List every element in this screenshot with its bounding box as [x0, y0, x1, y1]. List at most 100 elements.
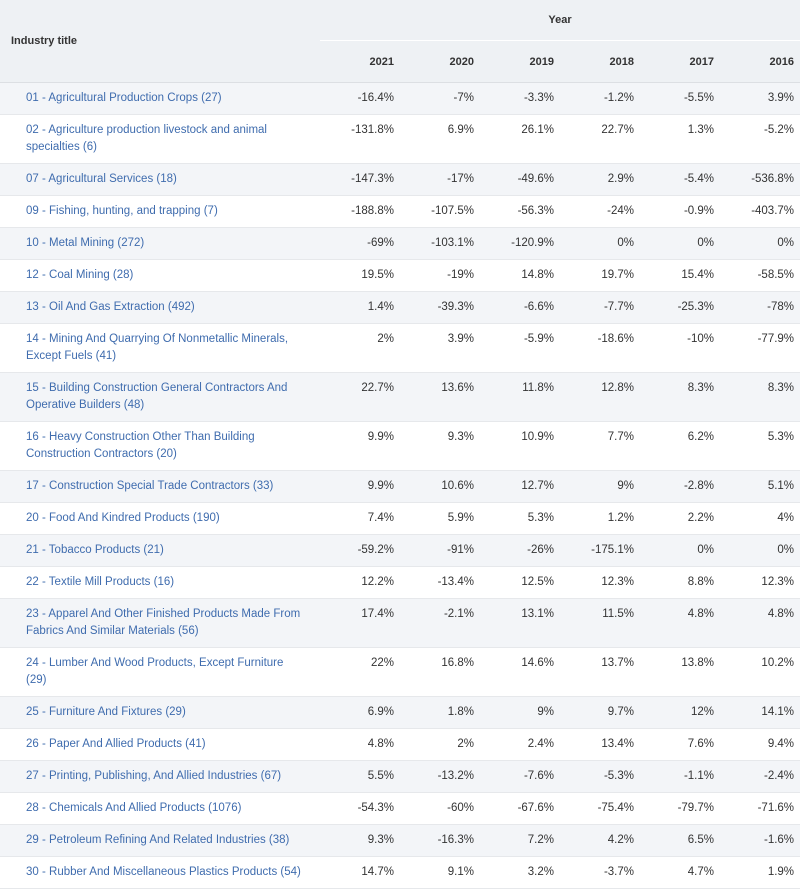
industry-link[interactable]: 01 - Agricultural Production Crops (27) — [26, 92, 222, 104]
industry-link[interactable]: 27 - Printing, Publishing, And Allied In… — [26, 770, 282, 782]
value-cell-2016: 4% — [720, 502, 800, 535]
value-cell-2021: 5.5% — [320, 760, 400, 793]
value-cell-2018: 11.5% — [560, 598, 640, 648]
value-cell-2020: 5.9% — [400, 502, 480, 535]
industry-link[interactable]: 12 - Coal Mining (28) — [26, 269, 134, 281]
value-cell-2018: -1.2% — [560, 82, 640, 115]
industry-cell: 01 - Agricultural Production Crops (27) — [0, 82, 320, 115]
industry-link[interactable]: 14 - Mining And Quarrying Of Nonmetallic… — [26, 333, 289, 362]
value-cell-2016: -77.9% — [720, 323, 800, 373]
value-cell-2019: 11.8% — [480, 372, 560, 422]
industry-cell: 17 - Construction Special Trade Contract… — [0, 470, 320, 503]
value-cell-2017: 8.8% — [640, 566, 720, 599]
value-cell-2021: -59.2% — [320, 534, 400, 567]
value-cell-2016: 12.3% — [720, 566, 800, 599]
year-header-2018[interactable]: 2018 — [560, 40, 640, 83]
industry-link[interactable]: 02 - Agriculture production livestock an… — [26, 124, 267, 153]
industry-link[interactable]: 29 - Petroleum Refining And Related Indu… — [26, 834, 290, 846]
industry-cell: 24 - Lumber And Wood Products, Except Fu… — [0, 647, 320, 697]
industry-title-header[interactable]: Industry title — [0, 0, 320, 83]
industry-link[interactable]: 16 - Heavy Construction Other Than Build… — [26, 431, 255, 460]
industry-link[interactable]: 10 - Metal Mining (272) — [26, 237, 145, 249]
value-cell-2019: 26.1% — [480, 114, 560, 164]
industry-link[interactable]: 28 - Chemicals And Allied Products (1076… — [26, 802, 242, 814]
value-cell-2017: -0.9% — [640, 195, 720, 228]
value-cell-2021: 22.7% — [320, 372, 400, 422]
value-cell-2021: 14.7% — [320, 856, 400, 889]
industry-link[interactable]: 17 - Construction Special Trade Contract… — [26, 480, 274, 492]
value-cell-2017: -5.5% — [640, 82, 720, 115]
value-cell-2018: 13.7% — [560, 647, 640, 697]
value-cell-2021: 6.9% — [320, 696, 400, 729]
value-cell-2020: 16.8% — [400, 647, 480, 697]
value-cell-2019: -26% — [480, 534, 560, 567]
value-cell-2021: 1.4% — [320, 291, 400, 324]
year-header-2019[interactable]: 2019 — [480, 40, 560, 83]
value-cell-2021: 19.5% — [320, 259, 400, 292]
value-cell-2019: 7.2% — [480, 824, 560, 857]
value-cell-2018: 2.9% — [560, 163, 640, 196]
industry-link[interactable]: 30 - Rubber And Miscellaneous Plastics P… — [26, 866, 301, 878]
value-cell-2019: -49.6% — [480, 163, 560, 196]
value-cell-2020: -39.3% — [400, 291, 480, 324]
industry-link[interactable]: 26 - Paper And Allied Products (41) — [26, 738, 206, 750]
value-cell-2020: -60% — [400, 792, 480, 825]
value-cell-2019: 13.1% — [480, 598, 560, 648]
table-row: 14 - Mining And Quarrying Of Nonmetallic… — [0, 323, 800, 373]
industry-link[interactable]: 23 - Apparel And Other Finished Products… — [26, 608, 301, 637]
value-cell-2017: 6.2% — [640, 421, 720, 471]
industry-link[interactable]: 25 - Furniture And Fixtures (29) — [26, 706, 186, 718]
value-cell-2017: -10% — [640, 323, 720, 373]
table-row: 23 - Apparel And Other Finished Products… — [0, 598, 800, 648]
industry-link[interactable]: 15 - Building Construction General Contr… — [26, 382, 288, 411]
table-row: 28 - Chemicals And Allied Products (1076… — [0, 792, 800, 825]
year-header-row: 2021 2020 2019 2018 2017 2016 — [0, 40, 800, 83]
value-cell-2016: 5.3% — [720, 421, 800, 471]
value-cell-2018: -175.1% — [560, 534, 640, 567]
year-header-2016[interactable]: 2016 — [720, 40, 800, 83]
industry-cell: 26 - Paper And Allied Products (41) — [0, 728, 320, 761]
value-cell-2018: 0% — [560, 227, 640, 260]
value-cell-2021: 4.8% — [320, 728, 400, 761]
industry-link[interactable]: 24 - Lumber And Wood Products, Except Fu… — [26, 657, 284, 686]
value-cell-2018: 12.3% — [560, 566, 640, 599]
value-cell-2020: -103.1% — [400, 227, 480, 260]
value-cell-2017: -79.7% — [640, 792, 720, 825]
value-cell-2019: -120.9% — [480, 227, 560, 260]
value-cell-2017: 15.4% — [640, 259, 720, 292]
value-cell-2019: -56.3% — [480, 195, 560, 228]
table-row: 15 - Building Construction General Contr… — [0, 372, 800, 422]
value-cell-2019: -5.9% — [480, 323, 560, 373]
table-row: 09 - Fishing, hunting, and trapping (7) -… — [0, 195, 800, 228]
year-header-2020[interactable]: 2020 — [400, 40, 480, 83]
industry-cell: 07 - Agricultural Services (18) — [0, 163, 320, 196]
value-cell-2019: -67.6% — [480, 792, 560, 825]
value-cell-2020: 1.8% — [400, 696, 480, 729]
table-row: 20 - Food And Kindred Products (190) 7.4%… — [0, 502, 800, 535]
value-cell-2021: -54.3% — [320, 792, 400, 825]
year-header-2021[interactable]: 2021 — [320, 40, 400, 83]
value-cell-2017: 13.8% — [640, 647, 720, 697]
year-header-2017[interactable]: 2017 — [640, 40, 720, 83]
table-row: 25 - Furniture And Fixtures (29) 6.9% 1.8%… — [0, 696, 800, 729]
value-cell-2020: -13.4% — [400, 566, 480, 599]
value-cell-2017: 12% — [640, 696, 720, 729]
value-cell-2016: 14.1% — [720, 696, 800, 729]
value-cell-2020: 9.3% — [400, 421, 480, 471]
industry-link[interactable]: 21 - Tobacco Products (21) — [26, 544, 164, 556]
table-row: 29 - Petroleum Refining And Related Indu… — [0, 824, 800, 857]
value-cell-2019: 10.9% — [480, 421, 560, 471]
industry-cell: 02 - Agriculture production livestock an… — [0, 114, 320, 164]
table-row: 16 - Heavy Construction Other Than Build… — [0, 421, 800, 471]
value-cell-2016: -71.6% — [720, 792, 800, 825]
industry-link[interactable]: 20 - Food And Kindred Products (190) — [26, 512, 220, 524]
value-cell-2020: -107.5% — [400, 195, 480, 228]
table-header: Industry title Year 2021 2020 2019 2018 2017… — [0, 0, 800, 83]
industry-cell: 28 - Chemicals And Allied Products (1076… — [0, 792, 320, 825]
value-cell-2016: 9.4% — [720, 728, 800, 761]
industry-link[interactable]: 22 - Textile Mill Products (16) — [26, 576, 175, 588]
industry-link[interactable]: 13 - Oil And Gas Extraction (492) — [26, 301, 195, 313]
value-cell-2016: 0% — [720, 227, 800, 260]
industry-link[interactable]: 07 - Agricultural Services (18) — [26, 173, 177, 185]
industry-link[interactable]: 09 - Fishing, hunting, and trapping (7) — [26, 205, 218, 217]
